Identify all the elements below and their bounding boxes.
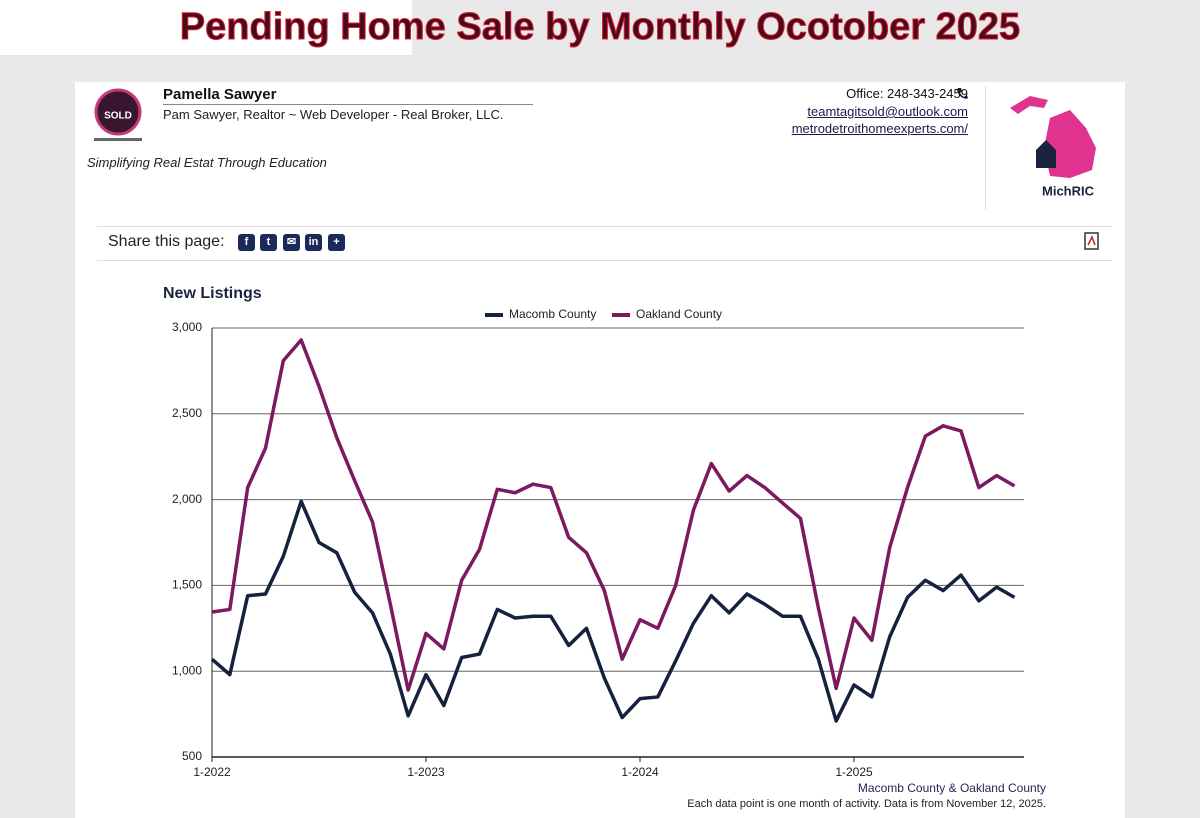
x-tick-label: 1-2025 <box>835 765 873 779</box>
logo-caption <box>94 138 142 141</box>
share-border <box>97 260 1112 261</box>
series-line <box>211 338 1016 692</box>
series-line <box>210 499 1016 723</box>
separator <box>985 86 986 210</box>
phone-glyph <box>957 88 968 99</box>
phone-icon <box>957 88 968 99</box>
y-tick-label: 500 <box>182 749 202 763</box>
twitter-button[interactable]: t <box>260 234 277 251</box>
pdf-glyph <box>1084 232 1099 250</box>
more-button[interactable]: + <box>328 234 345 251</box>
share-label: Share this page: <box>108 233 225 250</box>
agent-subtitle: Pam Sawyer, Realtor ~ Web Developer - Re… <box>163 107 504 122</box>
y-tick-label: 2,000 <box>172 492 202 506</box>
x-tick-label: 1-2023 <box>407 765 445 779</box>
legend-label: Oakland County <box>636 307 722 321</box>
y-tick-label: 1,000 <box>172 663 202 677</box>
facebook-button[interactable]: f <box>238 234 255 251</box>
email-wrap: teamtagitsold@outlook.com <box>807 104 968 119</box>
y-tick-label: 3,000 <box>172 320 202 334</box>
title-band <box>0 0 412 55</box>
share-border <box>97 226 1112 227</box>
content-panel <box>75 82 1125 818</box>
x-tick-label: 1-2024 <box>621 765 659 779</box>
chart-title: New Listings <box>163 285 262 302</box>
chart-note: Each data point is one month of activity… <box>687 798 1046 810</box>
page-title: Pending Home Sale by Monthly Ocotober 20… <box>179 6 1021 49</box>
upper-peninsula <box>1010 96 1048 114</box>
agent-logo: SOLD <box>94 88 142 141</box>
y-tick-label: 1,500 <box>172 578 202 592</box>
pdf-mark <box>1087 235 1096 246</box>
logo-ring <box>94 88 142 136</box>
x-tick-label: 1-2022 <box>193 765 231 779</box>
chart: New Listings Macomb County & Oakland Cou… <box>163 285 1046 810</box>
partner-logo: MichRIC <box>1010 96 1096 198</box>
partner-name: MichRIC <box>1042 183 1095 198</box>
tagline: Simplifying Real Estat Through Education <box>87 155 327 170</box>
agent-name: Pamella Sawyer <box>163 86 277 103</box>
email-button[interactable]: ✉ <box>283 234 300 251</box>
lower-peninsula <box>1044 110 1096 178</box>
email-link[interactable]: teamtagitsold@outlook.com <box>807 104 968 119</box>
divider <box>163 104 533 105</box>
logo-text: SOLD <box>104 111 132 122</box>
website-wrap: metrodetroithomeexperts.com/ <box>792 121 968 136</box>
y-tick-label: 2,500 <box>172 406 202 420</box>
linkedin-button[interactable]: in <box>305 234 322 251</box>
house-icon <box>1036 140 1056 168</box>
pdf-button[interactable] <box>1084 232 1100 250</box>
chart-footer: Macomb County & Oakland County <box>858 781 1046 795</box>
legend-label: Macomb County <box>509 307 596 321</box>
website-link[interactable]: metrodetroithomeexperts.com/ <box>791 121 968 136</box>
office-phone: Office: 248-343-2459 <box>846 86 968 101</box>
